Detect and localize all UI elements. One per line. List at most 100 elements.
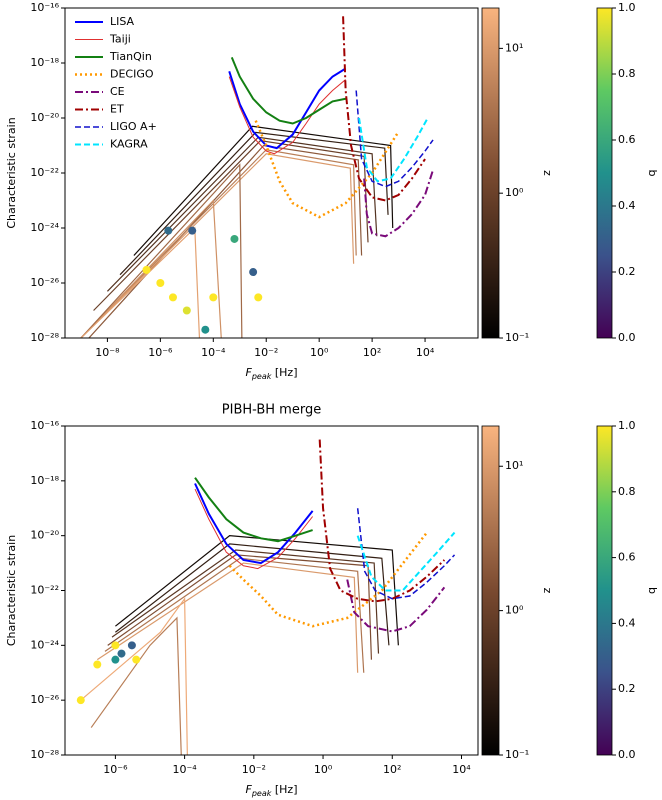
merger-point	[76, 696, 85, 705]
y-axis-label: Characteristic strain	[5, 117, 18, 228]
legend-label: Taiji	[109, 33, 131, 46]
x-tick-label: 10⁻²	[254, 346, 278, 359]
merger-point	[249, 268, 258, 277]
merger-track	[80, 596, 188, 755]
colorbar-tick-label: 10⁻¹	[505, 331, 529, 344]
x-label-unit: [Hz]	[271, 366, 297, 379]
detector-curve	[194, 477, 313, 543]
merger-point	[93, 660, 102, 669]
x-tick-label: 10²	[383, 763, 401, 776]
plot-area	[80, 16, 434, 338]
legend-label: ET	[110, 103, 124, 116]
colorbar-tick-label: 0.6	[618, 551, 636, 564]
y-tick-label: 10⁻²⁴	[30, 638, 59, 651]
x-label-subscript: peak	[251, 789, 272, 798]
legend-label: DECIGO	[110, 68, 154, 81]
merger-point	[209, 293, 218, 302]
x-tick-label: 10⁰	[310, 346, 329, 359]
y-tick-label: 10⁻²⁶	[30, 693, 59, 706]
y-tick-label: 10⁻¹⁸	[30, 56, 59, 69]
colorbar-label: z	[540, 587, 553, 593]
detector-curve	[346, 579, 446, 633]
x-tick-label: 10⁻⁸	[95, 346, 120, 359]
colorbar-tick-label: 0.8	[618, 67, 636, 80]
x-label-subscript: peak	[251, 372, 272, 381]
merger-point	[142, 265, 151, 274]
merger-point	[111, 641, 120, 650]
detector-curve	[194, 488, 314, 570]
colorbar-tick-label: 0.4	[618, 199, 636, 212]
merger-track	[111, 549, 380, 654]
colorbar-label: q	[645, 587, 658, 594]
merger-point	[188, 226, 197, 235]
merger-track	[106, 136, 378, 292]
merger-point	[156, 279, 165, 287]
colorbar-tick-label: 10¹	[505, 41, 523, 54]
colorbar	[481, 425, 500, 756]
y-tick-label: 10⁻²⁶	[30, 276, 59, 289]
colorbar	[596, 425, 613, 756]
x-tick-label: 10⁻²	[242, 763, 266, 776]
detector-curve	[358, 117, 429, 183]
merger-point	[132, 655, 141, 664]
x-tick-label: 10⁻⁶	[103, 763, 128, 776]
x-tick-label: 10⁴	[416, 346, 435, 359]
merger-track	[88, 144, 363, 338]
colorbar-tick-label: 10⁰	[505, 186, 524, 199]
y-tick-label: 10⁻²⁸	[30, 748, 59, 761]
merger-point	[117, 649, 126, 658]
detector-curve	[228, 76, 346, 155]
colorbar-tick-label: 1.0	[618, 1, 636, 14]
colorbar	[481, 7, 500, 339]
detector-curve	[356, 508, 456, 600]
detector-curve	[254, 120, 400, 219]
merger-track	[80, 226, 201, 338]
colorbar-label: q	[645, 170, 658, 177]
merger-track	[96, 562, 359, 673]
y-tick-label: 10⁻²⁴	[30, 221, 59, 234]
chart-title: PIBH-BH merge	[222, 403, 321, 418]
y-tick-label: 10⁻²⁰	[30, 529, 59, 542]
x-tick-label: 10⁰	[314, 763, 333, 776]
detector-curve	[342, 16, 426, 202]
colorbar-tick-label: 1.0	[618, 419, 636, 432]
legend-label: CE	[110, 85, 125, 98]
detector-curve	[228, 67, 347, 150]
merger-point	[230, 234, 239, 243]
colorbar-tick-label: 10⁰	[505, 604, 524, 617]
legend-label: LIGO A+	[110, 120, 157, 133]
merger-track	[80, 153, 355, 338]
y-tick-label: 10⁻²²	[30, 166, 59, 179]
y-tick-label: 10⁻¹⁶	[30, 1, 59, 14]
merger-point	[254, 293, 263, 302]
x-tick-label: 10⁴	[452, 763, 471, 776]
merger-track	[104, 557, 365, 673]
x-tick-label: 10²	[363, 346, 381, 359]
plot-frame	[64, 425, 479, 756]
merger-track	[119, 131, 389, 276]
detector-curve	[356, 531, 456, 592]
y-axis-label: Characteristic strain	[5, 535, 18, 646]
merger-track	[80, 163, 243, 338]
colorbar-tick-label: 0.0	[618, 331, 636, 344]
x-label-unit: [Hz]	[271, 783, 297, 796]
colorbar-tick-label: 0.0	[618, 748, 636, 761]
y-tick-label: 10⁻¹⁶	[30, 419, 59, 432]
legend-label: LISA	[110, 15, 135, 28]
x-label-symbol: F	[246, 783, 253, 796]
merger-point	[111, 655, 120, 664]
merger-point	[201, 325, 210, 334]
merger-track	[115, 543, 390, 646]
plot-frame	[64, 7, 479, 339]
merger-point	[127, 641, 136, 650]
x-axis-label: Fpeak [Hz]	[246, 366, 298, 381]
merger-track	[107, 554, 373, 660]
x-tick-label: 10⁻⁶	[148, 346, 173, 359]
y-tick-label: 10⁻¹⁸	[30, 474, 59, 487]
detector-curve	[318, 439, 446, 603]
detector-curve	[230, 57, 346, 125]
x-label-symbol: F	[246, 366, 253, 379]
merger-point	[182, 306, 191, 315]
colorbar-tick-label: 10¹	[505, 459, 523, 472]
